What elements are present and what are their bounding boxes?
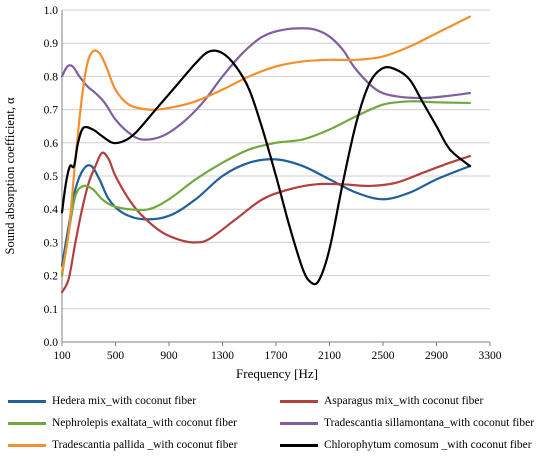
series-line-1 — [60, 158, 472, 267]
y-tick-label: 0.3 — [44, 237, 59, 249]
x-tick-label: 1300 — [211, 350, 234, 362]
x-tick-label: 2900 — [425, 350, 448, 362]
y-tick-label: 0.1 — [44, 304, 59, 316]
legend: Hedera mix_with coconut fiber Asparagus m… — [0, 386, 550, 460]
y-tick-label: 0.6 — [44, 138, 59, 150]
series-lines — [60, 15, 472, 294]
x-tick-label: 2500 — [372, 350, 395, 362]
legend-swatch — [8, 443, 46, 447]
x-tick-label: 100 — [53, 350, 71, 362]
axes — [61, 10, 491, 346]
y-tick-label: 0.8 — [44, 71, 59, 83]
legend-label: Asparagus mix_with coconut fiber — [324, 395, 484, 407]
x-axis-label: Frequency [Hz] — [236, 366, 318, 381]
y-tick-label: 0.9 — [44, 38, 59, 50]
y-tick-label: 0.5 — [44, 171, 59, 183]
legend-swatch — [8, 421, 46, 425]
y-tick-label: 0.4 — [44, 204, 59, 216]
legend-label: Hedera mix_with coconut fiber — [52, 395, 197, 407]
legend-item: Tradescantia pallida _with coconut fiber — [8, 434, 237, 456]
series-line-6 — [60, 49, 472, 286]
series-line-5 — [60, 15, 472, 274]
y-tick-label: 1.0 — [44, 5, 59, 17]
legend-swatch — [280, 443, 318, 447]
x-tick-labels: 100 500 900 1300 1700 2100 2500 2900 3300 — [53, 350, 501, 362]
legend-label: Tradescantia pallida _with coconut fiber — [52, 439, 238, 451]
x-tick-label: 1700 — [265, 350, 288, 362]
legend-label: Tradescantia sillamontana_with coconut f… — [324, 417, 535, 429]
sound-absorption-chart: 0.0 0.1 0.2 0.3 0.4 0.5 0.6 0.7 0.8 0.9 1.0 100 500… — [3, 5, 502, 381]
y-tick-label: 0.0 — [44, 337, 59, 349]
x-tick-label: 900 — [160, 350, 178, 362]
legend-swatch — [280, 421, 318, 425]
x-tick-label: 2100 — [318, 350, 341, 362]
legend-item: Hedera mix_with coconut fiber — [8, 390, 196, 412]
series-line-2 — [60, 151, 472, 294]
legend-swatch — [280, 399, 318, 403]
y-tick-label: 0.7 — [44, 105, 59, 117]
legend-item: Asparagus mix_with coconut fiber — [280, 390, 483, 412]
series-line-4 — [60, 27, 472, 141]
legend-item: Tradescantia sillamontana_with coconut f… — [280, 412, 534, 434]
legend-swatch — [8, 399, 46, 403]
x-tick-label: 3300 — [479, 350, 502, 362]
x-tick-label: 500 — [107, 350, 125, 362]
y-axis-label: Sound absorption coefficient, α — [3, 97, 17, 254]
legend-label: Chlorophytum comosum _with coconut fiber — [324, 439, 532, 451]
y-tick-labels: 0.0 0.1 0.2 0.3 0.4 0.5 0.6 0.7 0.8 0.9 1.0 — [44, 5, 59, 349]
legend-item: Chlorophytum comosum _with coconut fiber — [280, 434, 532, 456]
legend-item: Nephrolepis exaltata_with coconut fiber — [8, 412, 237, 434]
legend-label: Nephrolepis exaltata_with coconut fiber — [52, 417, 237, 429]
y-tick-label: 0.2 — [44, 271, 59, 283]
series-line-3 — [60, 100, 472, 277]
